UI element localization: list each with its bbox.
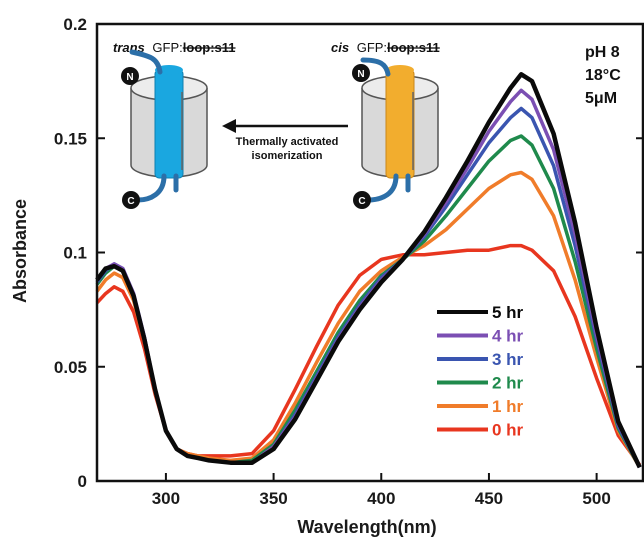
series-line-5-hr <box>95 72 642 469</box>
n-terminus-label: N <box>126 72 133 83</box>
y-tick-label: 0.1 <box>63 244 87 263</box>
arrow-label-line2: isomerization <box>252 150 323 162</box>
cis-construct-label: cis GFP:loop:s11 <box>331 40 440 55</box>
n-terminus-icon <box>352 64 370 82</box>
legend-label: 1 hr <box>492 397 524 416</box>
y-tick-label: 0.2 <box>63 15 87 34</box>
x-tick-label: 350 <box>259 489 287 508</box>
series-line-1-hr <box>95 170 642 469</box>
cis-barrel-icon: N C <box>352 57 439 209</box>
y-tick-label: 0.15 <box>54 129 87 148</box>
y-axis-label: Absorbance <box>10 199 30 303</box>
y-tick-label: 0.05 <box>54 358 87 377</box>
cis-helix <box>385 69 415 179</box>
x-tick-label: 450 <box>475 489 503 508</box>
legend-label: 2 hr <box>492 374 524 393</box>
condition-concentration: 5μM <box>585 90 617 107</box>
c-terminus-label: C <box>358 196 365 207</box>
y-tick-label: 0 <box>78 472 87 491</box>
series-line-0-hr <box>95 243 642 467</box>
x-tick-label: 300 <box>152 489 180 508</box>
n-terminus-label: N <box>357 69 364 80</box>
isomerization-arrow: Thermally activated isomerization <box>222 119 348 162</box>
legend-label: 3 hr <box>492 350 524 369</box>
arrow-label-line1: Thermally activated <box>236 136 339 148</box>
axis-ticks: 300 350 400 450 500 0 0.05 0.1 0.15 0.2 <box>54 15 644 508</box>
arrow-head-icon <box>222 119 236 133</box>
cis-helix-top <box>386 65 414 75</box>
series-layer <box>95 72 642 469</box>
x-tick-label: 400 <box>367 489 395 508</box>
legend: 5 hr 4 hr 3 hr 2 hr 1 hr 0 hr <box>437 303 524 440</box>
x-axis-label: Wavelength(nm) <box>297 517 436 537</box>
plot-frame <box>95 22 644 483</box>
trans-barrel-icon: N C <box>121 49 208 209</box>
c-terminus-icon <box>122 191 140 209</box>
c-terminus-icon <box>353 191 371 209</box>
isomerization-diagram: trans GFP:loop:s11 cis GFP:loop:s11 N C <box>113 40 440 209</box>
legend-label: 5 hr <box>492 303 524 322</box>
condition-temperature: 18°C <box>585 67 621 84</box>
conditions-annotation: pH 8 18°C 5μM <box>585 44 621 107</box>
legend-label: 0 hr <box>492 421 524 440</box>
legend-label: 4 hr <box>492 327 524 346</box>
condition-ph: pH 8 <box>585 44 620 61</box>
c-terminus-label: C <box>127 196 134 207</box>
trans-helix <box>154 69 184 179</box>
x-tick-label: 500 <box>582 489 610 508</box>
n-terminus-icon <box>121 67 139 85</box>
